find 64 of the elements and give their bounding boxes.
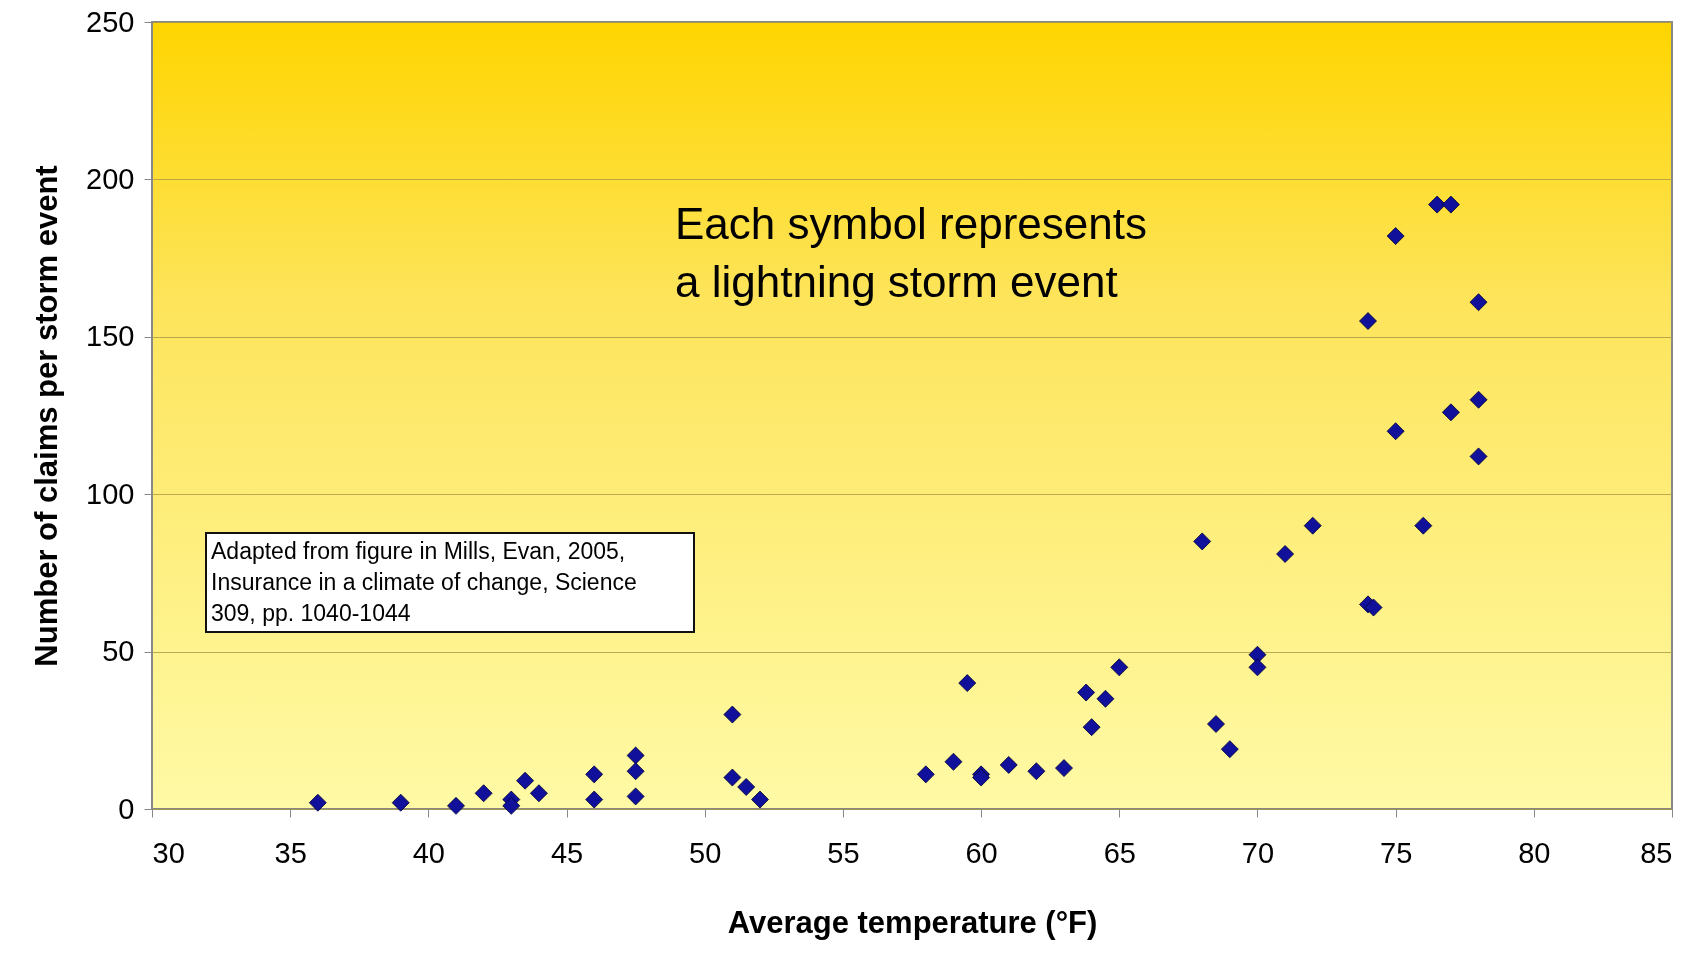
x-tick-label: 55	[827, 836, 860, 869]
y-tick-label: 200	[86, 162, 135, 195]
point	[1207, 715, 1225, 733]
y-tick-label: 100	[86, 477, 135, 510]
point	[999, 756, 1018, 774]
point	[1248, 658, 1267, 677]
point	[626, 746, 645, 765]
point	[1055, 759, 1073, 777]
source-note: Adapted from figure in Mills, Evan, 2005, Insurance in a climate of change, Science 309, pp. 1040-1044	[205, 532, 695, 633]
point	[723, 768, 742, 787]
y-tick-label: 150	[86, 320, 135, 353]
point	[1096, 689, 1115, 708]
x-tick-label: 30	[152, 836, 185, 869]
point	[1220, 740, 1239, 759]
x-tick-label: 50	[689, 836, 722, 869]
point	[1364, 598, 1383, 617]
y-tick-label: 0	[118, 792, 135, 825]
point	[944, 752, 963, 771]
x-tick-label: 70	[1241, 836, 1275, 869]
point	[751, 790, 769, 809]
y-axis-title: Number of claims per storm event	[29, 165, 65, 667]
point	[1359, 312, 1377, 330]
point	[723, 705, 742, 724]
point	[1193, 532, 1212, 551]
point	[1441, 403, 1460, 422]
point	[516, 771, 535, 790]
point	[958, 674, 977, 692]
point	[391, 793, 410, 812]
point	[1441, 195, 1460, 214]
point	[585, 790, 604, 809]
point	[1386, 227, 1405, 245]
point	[585, 765, 604, 784]
point	[1469, 293, 1488, 312]
x-tick-label: 75	[1380, 836, 1413, 869]
point	[1386, 422, 1405, 441]
x-tick-label: 40	[412, 836, 445, 869]
point	[1027, 762, 1046, 781]
point	[1110, 658, 1129, 677]
point	[916, 765, 935, 784]
point	[1469, 447, 1488, 466]
point	[1082, 718, 1101, 737]
x-tick-label: 85	[1640, 836, 1673, 869]
x-tick-label: 45	[550, 836, 584, 869]
x-axis-title: Average temperature (°F)	[727, 904, 1098, 940]
point	[308, 793, 327, 812]
point	[1077, 683, 1096, 702]
point	[1276, 545, 1295, 563]
x-tick-label: 60	[965, 836, 998, 869]
annotation: Each symbol represents a lightning storm event	[675, 198, 1147, 308]
y-tick-label: 250	[86, 5, 135, 38]
point	[626, 762, 645, 781]
point	[1469, 390, 1488, 409]
point	[626, 787, 645, 806]
point	[1414, 516, 1433, 535]
x-tick-label: 65	[1103, 836, 1136, 869]
point	[474, 784, 493, 803]
point	[447, 796, 465, 815]
x-tick-label: 35	[274, 836, 307, 869]
x-tick-label: 80	[1518, 836, 1551, 869]
y-tick-label: 50	[102, 635, 135, 668]
point	[737, 778, 756, 796]
point	[529, 784, 548, 803]
point	[1303, 516, 1322, 535]
point	[502, 796, 521, 815]
